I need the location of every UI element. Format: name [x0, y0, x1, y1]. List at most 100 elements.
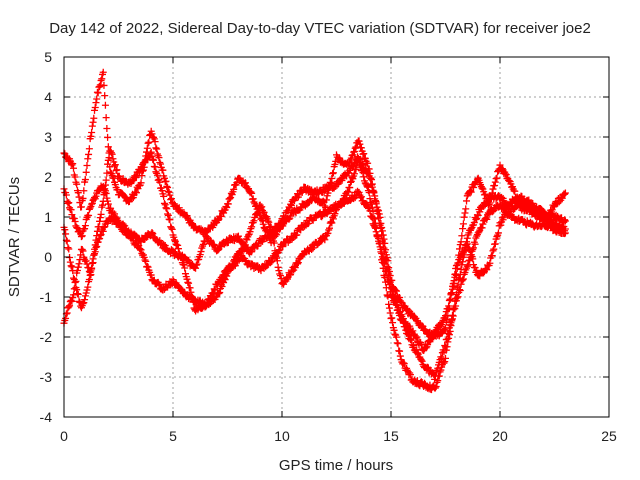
data-point: [309, 244, 317, 252]
data-point: [71, 279, 79, 287]
data-point: [383, 273, 391, 281]
data-point: [132, 173, 140, 181]
data-point: [79, 247, 87, 255]
data-point: [85, 276, 93, 284]
data-point: [287, 212, 295, 220]
x-tick-label-15: 15: [383, 428, 399, 444]
data-point: [100, 81, 108, 89]
data-point: [143, 144, 151, 152]
data-point: [250, 217, 258, 225]
data-point: [316, 238, 324, 246]
data-point: [65, 303, 73, 311]
data-point: [171, 236, 179, 244]
data-point: [413, 333, 421, 341]
data-point: [163, 182, 171, 190]
data-point: [185, 279, 193, 287]
data-point: [104, 200, 112, 208]
data-point: [392, 333, 400, 341]
data-point: [148, 229, 156, 237]
data-point: [65, 199, 73, 207]
y-tick-label-minus3: -3: [40, 369, 53, 385]
data-point: [153, 171, 161, 179]
data-point: [357, 155, 365, 163]
data-point: [230, 257, 238, 265]
data-point: [89, 118, 97, 126]
data-point: [136, 244, 144, 252]
data-point: [473, 232, 481, 240]
data-point: [66, 258, 74, 266]
data-point: [473, 175, 481, 183]
y-tick-label-5: 5: [44, 49, 52, 65]
data-point: [91, 103, 99, 111]
data-point: [413, 346, 421, 354]
data-point: [328, 219, 336, 227]
data-point: [445, 331, 453, 339]
data-point: [443, 335, 451, 343]
data-point: [216, 288, 224, 296]
data-point: [442, 343, 449, 351]
data-point: [67, 262, 75, 270]
data-point: [294, 259, 302, 267]
data-point: [379, 254, 387, 262]
data-point: [456, 286, 464, 294]
data-point: [434, 364, 442, 372]
data-point: [63, 237, 71, 245]
data-point: [461, 209, 469, 217]
data-point: [260, 208, 268, 216]
data-point: [211, 286, 219, 294]
data-point: [96, 82, 104, 90]
data-point: [438, 355, 446, 363]
data-point: [371, 192, 379, 200]
data-point: [380, 259, 388, 267]
data-point: [384, 257, 392, 265]
data-point: [81, 176, 89, 184]
data-point: [404, 331, 412, 339]
data-point: [434, 377, 442, 385]
data-point: [215, 290, 223, 298]
data-point: [107, 168, 115, 176]
data-point: [368, 183, 376, 191]
data-point: [441, 358, 449, 366]
data-point: [458, 232, 466, 240]
data-point: [70, 285, 78, 293]
data-point: [268, 257, 276, 265]
data-point: [372, 198, 380, 206]
data-point: [421, 326, 429, 334]
data-point: [99, 201, 107, 209]
data-point: [464, 261, 472, 269]
data-point: [392, 301, 400, 309]
data-point: [480, 269, 488, 277]
data-point: [357, 144, 365, 152]
data-point: [149, 155, 157, 163]
data-point: [113, 166, 121, 174]
data-point: [320, 187, 328, 195]
data-point: [467, 251, 475, 259]
data-point: [328, 174, 336, 182]
data-point: [96, 214, 104, 222]
data-point: [354, 187, 362, 195]
data-point: [460, 213, 468, 221]
data-point: [230, 185, 238, 193]
data-point: [79, 194, 87, 202]
data-point: [459, 220, 467, 228]
data-point: [358, 160, 366, 168]
data-point: [119, 224, 127, 232]
data-point: [498, 165, 506, 173]
data-point: [110, 174, 118, 182]
data-point: [272, 252, 280, 260]
data-point: [224, 200, 232, 208]
data-point: [77, 203, 85, 211]
data-point: [88, 199, 96, 207]
data-point: [102, 176, 110, 184]
data-point: [490, 245, 498, 253]
data-point: [67, 206, 75, 214]
data-point: [385, 281, 393, 289]
data-point: [68, 263, 76, 271]
data-point: [150, 156, 158, 164]
data-point: [359, 161, 367, 169]
data-point: [499, 194, 507, 202]
data-point: [266, 259, 274, 267]
data-point: [445, 296, 453, 304]
data-point: [70, 214, 78, 222]
data-point: [81, 225, 89, 233]
